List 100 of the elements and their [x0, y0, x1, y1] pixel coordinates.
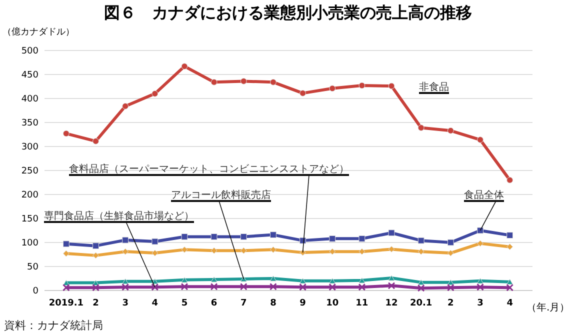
- y-tick-label: 500: [21, 46, 39, 56]
- x-tick-label: 12: [385, 298, 398, 308]
- point: [210, 247, 218, 254]
- point: [62, 284, 70, 292]
- x-tick-label: 7: [240, 298, 247, 308]
- x-tick-label: 9: [300, 298, 306, 308]
- series-label: 非食品: [419, 81, 449, 93]
- text: 専門食品店（生鮮食品市場など）: [44, 210, 194, 222]
- y-tick-label: 150: [21, 214, 39, 224]
- point: [92, 284, 100, 292]
- point: [417, 284, 425, 292]
- point: [329, 248, 336, 255]
- point: [122, 278, 129, 284]
- point: [358, 248, 366, 255]
- x-tick-label: 4: [506, 298, 513, 308]
- text: 食品全体: [464, 189, 504, 201]
- text: 資料：カナダ統計局: [4, 319, 103, 332]
- point: [506, 176, 514, 184]
- point: [299, 283, 306, 291]
- point: [122, 236, 129, 244]
- point: [151, 283, 159, 291]
- point: [329, 235, 336, 242]
- point: [92, 242, 99, 250]
- point: [122, 283, 130, 291]
- point: [181, 234, 188, 240]
- point: [358, 278, 366, 284]
- point: [388, 246, 395, 252]
- point: [181, 63, 188, 70]
- point: [181, 246, 188, 253]
- point: [240, 234, 247, 240]
- point: [446, 284, 454, 292]
- point: [92, 138, 99, 144]
- point: [300, 90, 306, 96]
- point: [447, 250, 454, 256]
- point: [210, 282, 218, 290]
- point: [152, 238, 158, 245]
- point: [152, 250, 158, 256]
- point: [388, 275, 395, 281]
- point: [447, 239, 454, 246]
- y-tick-label: 200: [21, 190, 39, 200]
- chart-title: 図６ カナダにおける業態別小売業の売上高の推移: [104, 3, 472, 22]
- point: [388, 82, 395, 90]
- point: [122, 102, 129, 110]
- y-tick-label: 400: [21, 94, 39, 104]
- point: [418, 124, 424, 131]
- point: [388, 282, 396, 290]
- point: [388, 230, 395, 236]
- y-tick-label: 300: [21, 142, 39, 152]
- point: [418, 280, 424, 286]
- x-tick-label: 8: [270, 298, 276, 308]
- point: [447, 127, 454, 134]
- point: [210, 234, 218, 240]
- point: [270, 282, 277, 290]
- point: [270, 78, 276, 86]
- point: [240, 78, 247, 84]
- point: [358, 283, 366, 291]
- point: [240, 247, 247, 254]
- point: [447, 280, 454, 286]
- point: [506, 232, 514, 238]
- y-tick-label: 0: [32, 286, 39, 296]
- x-tick-label: 11: [356, 298, 368, 308]
- point: [92, 252, 99, 259]
- x-tick-label: 2: [448, 298, 454, 308]
- point: [418, 248, 424, 255]
- point: [418, 237, 424, 244]
- point: [506, 244, 514, 250]
- point: [152, 90, 158, 97]
- y-tick-label: 450: [21, 70, 39, 80]
- point: [358, 235, 366, 242]
- text: アルコール飲料販売店: [171, 189, 271, 201]
- point: [210, 276, 218, 282]
- x-tick-label: 10: [326, 298, 339, 308]
- x-tick-label: 3: [122, 298, 128, 308]
- y-tick-label: 250: [21, 166, 39, 176]
- y-tick-label: 350: [21, 118, 39, 128]
- point: [270, 276, 276, 282]
- point: [62, 250, 70, 257]
- point: [270, 246, 276, 253]
- text: 食料品店（スーパーマーケット、コンビニエンスストアなど）: [69, 163, 349, 175]
- y-tick-label: 50: [27, 262, 39, 272]
- x-tick-label: 3: [477, 298, 484, 308]
- point: [476, 283, 484, 291]
- point: [506, 284, 514, 292]
- x-tick-label: 2019.1: [48, 298, 84, 308]
- point: [328, 283, 336, 291]
- x-tick-label: 4: [152, 298, 158, 308]
- y-tick-label: 100: [21, 238, 39, 248]
- x-tick-label: 20.1: [410, 298, 432, 308]
- point: [506, 279, 514, 285]
- point: [210, 78, 218, 86]
- point: [62, 240, 70, 248]
- point: [358, 82, 366, 89]
- point: [270, 232, 276, 238]
- x-tick-label: 5: [181, 298, 188, 308]
- point: [477, 240, 484, 247]
- point: [181, 277, 188, 283]
- point: [122, 248, 129, 255]
- point: [477, 227, 484, 234]
- point: [62, 130, 70, 137]
- x-axis-title: （年.月）: [526, 302, 568, 314]
